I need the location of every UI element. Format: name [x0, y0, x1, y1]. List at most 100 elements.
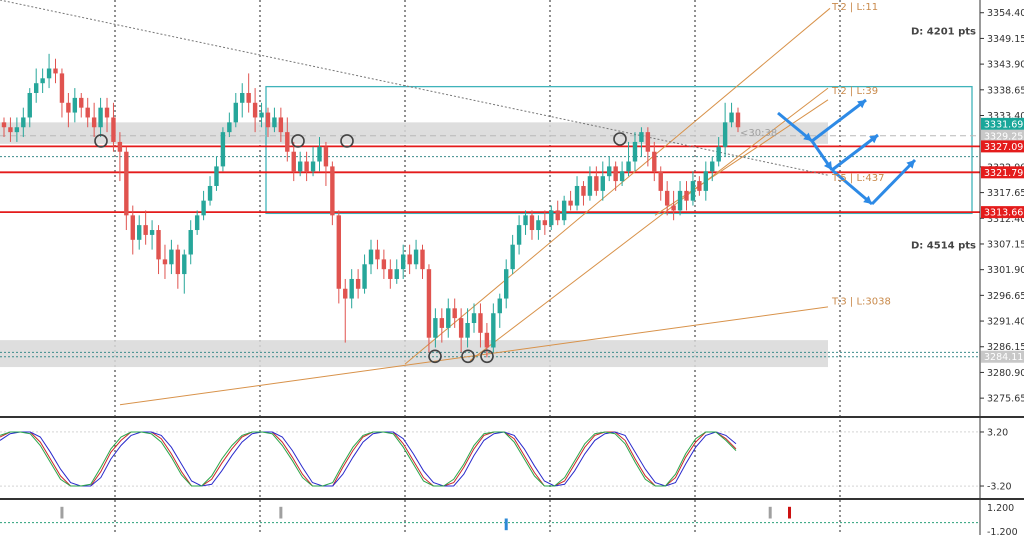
candle-body	[465, 323, 470, 338]
axis-tick-label: 3338.65	[987, 85, 1024, 96]
axis-tick-label: 3280.90	[987, 368, 1024, 379]
trendline-t2	[469, 87, 829, 362]
candle	[735, 107, 741, 133]
candle-body	[426, 269, 432, 338]
candle	[619, 161, 625, 186]
axis-tick-label: 3.20	[987, 427, 1008, 438]
candle-body	[98, 107, 103, 128]
axis-tick-label: -1.200	[987, 527, 1018, 535]
candle-body	[72, 97, 78, 113]
histogram-bar	[788, 506, 792, 519]
price-tag: 3284.11	[981, 350, 1024, 363]
candle-body	[85, 107, 90, 118]
candle	[27, 88, 32, 128]
candle	[117, 132, 123, 182]
arrow-shaft	[831, 168, 873, 206]
candle-body	[252, 102, 258, 118]
candle-body	[355, 278, 361, 289]
candle-body	[214, 166, 219, 186]
candle-body	[581, 185, 586, 196]
projection-arrow-icon	[831, 133, 879, 172]
candle	[542, 210, 548, 235]
candle-body	[182, 254, 187, 275]
candle	[420, 244, 425, 279]
candle-body	[285, 132, 290, 152]
candle-body	[452, 308, 457, 319]
candle	[285, 117, 290, 162]
candle	[388, 259, 393, 289]
candle	[600, 161, 605, 201]
candle	[227, 112, 232, 138]
candle-body	[587, 176, 593, 196]
candle	[439, 308, 445, 343]
projection-arrow-icon	[810, 140, 834, 171]
support-zone	[0, 340, 828, 368]
candle	[291, 141, 296, 182]
candle-body	[690, 181, 696, 201]
candle-body	[710, 161, 715, 172]
axis-tick-label: 3317.65	[987, 188, 1024, 199]
candle	[143, 210, 148, 245]
swing-circle-marker	[291, 134, 305, 148]
candle	[130, 205, 135, 255]
candle-body	[201, 200, 206, 216]
candle	[124, 146, 129, 231]
price-tag-text: 3313.66	[984, 208, 1023, 219]
candle	[639, 127, 644, 157]
arrow-head	[869, 135, 878, 144]
candle-body	[703, 171, 709, 191]
candle-body	[130, 215, 135, 240]
candle-body	[555, 210, 560, 221]
candle-body	[21, 117, 26, 128]
projection-arrow-icon	[777, 111, 813, 143]
candle-body	[523, 215, 528, 226]
candle	[426, 264, 432, 353]
candle	[53, 58, 58, 84]
candle	[458, 308, 464, 353]
candle-body	[265, 112, 271, 128]
candle-body	[14, 127, 20, 133]
candle	[91, 102, 97, 138]
candle	[394, 259, 399, 284]
candle	[568, 190, 573, 211]
swing-markers	[94, 132, 627, 364]
candle-body	[594, 176, 599, 191]
axis-tick-label: 1.200	[987, 503, 1014, 514]
candle-body	[516, 225, 522, 245]
price-tag-text: 3329.25	[984, 131, 1023, 142]
candle-body	[40, 78, 45, 84]
oscillator-line	[0, 431, 737, 487]
candle	[175, 244, 181, 289]
candle-body	[671, 205, 676, 211]
candle	[716, 137, 721, 167]
candle	[465, 308, 470, 348]
candle-body	[124, 151, 129, 216]
candle-body	[317, 146, 322, 162]
candle	[98, 97, 103, 138]
candle-body	[677, 190, 683, 211]
candle	[1, 117, 7, 138]
annotation-label: T:5 | L:437	[831, 173, 885, 184]
candle	[259, 102, 264, 128]
axis-tick-label: 3354.40	[987, 8, 1024, 19]
candle	[40, 68, 45, 93]
candle	[710, 156, 715, 182]
candle-body	[413, 249, 419, 265]
candle	[207, 176, 213, 206]
candle-body	[104, 107, 110, 118]
candle-body	[194, 215, 200, 231]
price-tag-bg	[981, 166, 1024, 179]
candle-body	[375, 249, 380, 260]
candle	[658, 166, 663, 201]
candle	[607, 156, 612, 182]
candle	[664, 181, 670, 216]
axis-tick-label: 3301.90	[987, 265, 1024, 276]
histogram-bar	[504, 518, 508, 531]
candle	[516, 215, 522, 255]
arrow-shaft	[811, 98, 867, 143]
candle-body	[478, 313, 483, 333]
candle	[156, 225, 161, 275]
candle	[446, 298, 451, 338]
